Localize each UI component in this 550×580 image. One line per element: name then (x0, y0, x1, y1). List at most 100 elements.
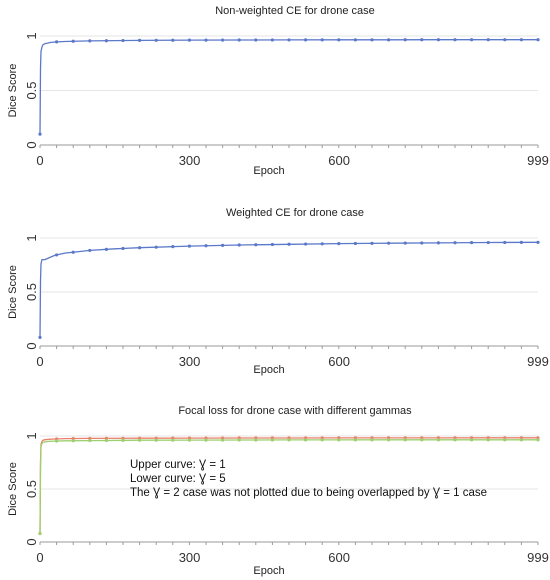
y-tick-label: 0 (24, 342, 39, 349)
x-tick-label: 0 (36, 354, 43, 369)
series-point (55, 439, 59, 443)
series-point (154, 438, 158, 442)
series-point (88, 438, 92, 443)
series-point (38, 335, 42, 339)
series-point (187, 244, 191, 248)
series-point (154, 245, 158, 249)
series-point (254, 243, 258, 247)
series-point (121, 38, 125, 43)
series-point (403, 438, 407, 442)
y-axis-label: Dice Score (7, 265, 19, 319)
series-point (38, 531, 42, 536)
series-point (104, 247, 108, 251)
series-point (436, 241, 440, 245)
series-point (420, 38, 424, 42)
series-point (237, 438, 241, 442)
series-point (436, 438, 440, 442)
series-point (353, 241, 357, 246)
series-line-1 (39, 437, 538, 534)
series-line-1 (39, 241, 539, 338)
x-axis-label: Epoch (253, 364, 284, 376)
series-point (470, 38, 474, 42)
series-point (536, 240, 540, 244)
series-point (287, 438, 291, 442)
series-point (304, 242, 308, 246)
series-point (353, 438, 357, 442)
series-point (221, 438, 225, 442)
series-point (337, 38, 341, 42)
x-tick-label: 600 (328, 354, 350, 369)
series-point (287, 242, 291, 246)
chart-title: Focal loss for drone case with different… (178, 405, 412, 417)
series-point (171, 38, 175, 42)
series-point (187, 438, 191, 442)
y-tick-label: 1 (24, 432, 39, 439)
x-axis-label: Epoch (253, 565, 284, 577)
series-point (320, 438, 324, 442)
series-line-1 (39, 39, 538, 135)
x-tick-label: 999 (527, 354, 549, 369)
series-point (204, 438, 208, 442)
series-point (121, 438, 125, 442)
series-point (503, 438, 507, 442)
chart-panel-1: Non-weighted CE for drone case 0 0.5 1 0 300 6… (7, 5, 549, 177)
series-point (237, 38, 241, 42)
series-point (287, 38, 291, 42)
series-point (370, 241, 374, 245)
y-tick-label: 0.5 (24, 81, 39, 99)
series-point (320, 242, 324, 246)
series-point (304, 38, 308, 42)
series-point (470, 241, 474, 245)
series-point (38, 132, 42, 136)
series-point (71, 39, 75, 43)
series-point (337, 438, 341, 442)
y-axis-label: Dice Score (7, 462, 19, 516)
series-point (88, 248, 92, 253)
y-tick-label: 0 (24, 141, 39, 148)
series-point (204, 38, 208, 42)
series-point (270, 38, 274, 42)
series-point (254, 438, 258, 442)
series-point (71, 250, 75, 254)
series-point (353, 38, 357, 42)
series-point (503, 240, 507, 245)
series-point (138, 38, 142, 42)
series-point (370, 38, 374, 42)
y-tick-label: 1 (24, 32, 39, 39)
series-point (320, 38, 324, 42)
chart-title: Weighted CE for drone case (226, 207, 364, 219)
series-point (71, 439, 75, 443)
series-point (420, 241, 424, 245)
series-point (254, 38, 258, 42)
x-tick-label: 0 (36, 153, 43, 168)
series-point (55, 40, 59, 44)
y-tick-label: 1 (24, 234, 39, 241)
series-point (270, 242, 274, 247)
x-tick-label: 300 (179, 153, 201, 168)
annotation-text: Lower curve: Ɣ = 5 (130, 473, 226, 485)
x-tick-label: 999 (527, 153, 549, 168)
series-point (104, 39, 108, 43)
series-point (270, 438, 274, 442)
series-point (453, 241, 457, 245)
x-tick-label: 300 (179, 354, 201, 369)
x-axis-label: Epoch (253, 165, 284, 177)
series-point (370, 438, 374, 442)
x-tick-label: 0 (36, 550, 43, 565)
series-point (138, 438, 142, 442)
y-tick-label: 0.5 (24, 480, 39, 498)
series-point (403, 38, 407, 42)
y-tick-label: 0 (24, 538, 39, 545)
series-point (171, 438, 175, 442)
chart-panel-3: Focal loss for drone case with different… (7, 405, 549, 577)
annotation-text: Upper curve: Ɣ = 1 (130, 459, 226, 471)
series-point (104, 438, 108, 443)
series-point (154, 38, 158, 42)
series-point (387, 438, 391, 442)
series-point (138, 246, 142, 250)
series-point (237, 243, 241, 247)
series-point (304, 438, 308, 442)
series-point (204, 244, 208, 248)
chart-panel-2: Weighted CE for drone case 0 0.5 1 0 300 600 99… (7, 207, 549, 376)
